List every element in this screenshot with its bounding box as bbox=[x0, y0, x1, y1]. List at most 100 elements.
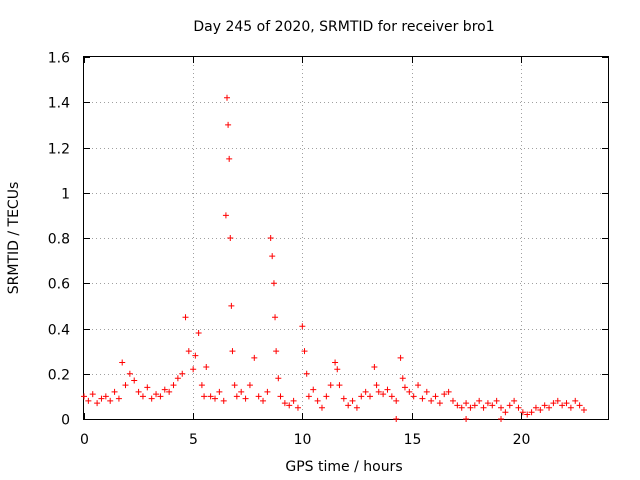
data-points bbox=[81, 94, 587, 422]
grid bbox=[84, 57, 608, 419]
x-tick-label: 20 bbox=[513, 432, 531, 448]
y-tick-label: 0.2 bbox=[48, 368, 70, 384]
y-tick-label: 0 bbox=[61, 413, 70, 429]
data-point bbox=[373, 382, 380, 389]
data-point bbox=[502, 409, 509, 416]
data-point bbox=[166, 388, 173, 395]
data-point bbox=[349, 397, 356, 404]
data-point bbox=[89, 391, 96, 398]
data-point bbox=[286, 402, 293, 409]
data-point bbox=[410, 393, 417, 400]
data-point bbox=[476, 397, 483, 404]
data-point bbox=[515, 404, 522, 411]
data-point bbox=[229, 348, 236, 355]
data-point bbox=[273, 348, 280, 355]
data-point bbox=[358, 393, 365, 400]
data-point bbox=[524, 411, 531, 418]
data-point bbox=[489, 402, 496, 409]
data-point bbox=[161, 386, 168, 393]
data-point bbox=[480, 404, 487, 411]
data-point bbox=[182, 314, 189, 321]
data-point bbox=[126, 370, 133, 377]
data-point bbox=[212, 395, 218, 402]
data-point bbox=[242, 395, 249, 402]
data-point bbox=[107, 397, 114, 404]
data-point bbox=[270, 280, 277, 287]
data-point bbox=[493, 397, 500, 404]
data-point bbox=[238, 388, 245, 395]
data-point bbox=[251, 354, 258, 361]
data-point bbox=[436, 400, 443, 407]
data-point bbox=[144, 384, 151, 391]
data-point bbox=[119, 359, 126, 366]
data-point bbox=[148, 395, 155, 402]
data-point bbox=[98, 395, 105, 402]
data-point bbox=[122, 382, 129, 389]
data-point bbox=[506, 402, 513, 409]
data-point bbox=[305, 393, 312, 400]
data-point bbox=[511, 397, 518, 404]
data-point bbox=[441, 391, 448, 398]
data-point bbox=[419, 395, 426, 402]
data-point bbox=[111, 388, 118, 395]
data-point bbox=[467, 404, 474, 411]
data-point bbox=[85, 397, 92, 404]
data-point bbox=[393, 416, 400, 422]
data-point bbox=[371, 363, 378, 370]
data-point bbox=[519, 409, 526, 416]
data-point bbox=[528, 409, 535, 416]
y-axis-label: SRMTID / TECUs bbox=[6, 182, 22, 295]
x-tick-label: 5 bbox=[189, 432, 198, 448]
data-point bbox=[393, 397, 400, 404]
data-point bbox=[281, 400, 288, 407]
data-point bbox=[576, 402, 583, 409]
data-point bbox=[102, 393, 109, 400]
data-point bbox=[201, 393, 208, 400]
data-point bbox=[139, 393, 146, 400]
data-point bbox=[220, 397, 227, 404]
data-point bbox=[228, 302, 235, 309]
y-tick-label: 1.6 bbox=[48, 51, 70, 67]
data-point bbox=[323, 393, 330, 400]
data-point bbox=[299, 323, 306, 330]
y-tick-label: 0.8 bbox=[48, 232, 70, 248]
data-point bbox=[272, 314, 279, 321]
data-point bbox=[195, 330, 202, 337]
data-point bbox=[231, 382, 238, 389]
x-tick-label: 0 bbox=[80, 432, 89, 448]
data-point bbox=[207, 393, 214, 400]
data-point bbox=[277, 393, 284, 400]
data-point bbox=[267, 235, 274, 241]
data-point bbox=[115, 395, 122, 402]
data-point bbox=[484, 400, 491, 407]
data-point bbox=[190, 366, 197, 373]
data-point bbox=[94, 400, 101, 407]
data-point bbox=[310, 386, 317, 393]
data-point bbox=[399, 375, 406, 382]
data-point bbox=[198, 382, 205, 389]
data-point bbox=[563, 400, 570, 407]
data-point bbox=[185, 348, 192, 355]
y-tick-label: 0.4 bbox=[48, 323, 70, 339]
data-point bbox=[454, 402, 461, 409]
data-point bbox=[334, 366, 341, 373]
data-point bbox=[174, 375, 181, 382]
data-point bbox=[532, 404, 539, 411]
data-point bbox=[406, 388, 413, 395]
y-tick-label: 0.6 bbox=[48, 277, 70, 293]
data-point bbox=[401, 384, 408, 391]
data-point bbox=[498, 404, 505, 411]
x-axis-label: GPS time / hours bbox=[285, 459, 402, 475]
y-tick-label: 1.4 bbox=[48, 96, 70, 112]
data-point bbox=[81, 393, 87, 400]
data-point bbox=[260, 397, 267, 404]
data-point bbox=[463, 400, 470, 407]
data-point bbox=[135, 388, 142, 395]
data-point bbox=[203, 363, 210, 370]
data-point bbox=[572, 397, 579, 404]
data-point bbox=[550, 400, 557, 407]
data-point bbox=[375, 388, 382, 395]
data-point bbox=[458, 404, 465, 411]
x-tick-label: 15 bbox=[404, 432, 422, 448]
